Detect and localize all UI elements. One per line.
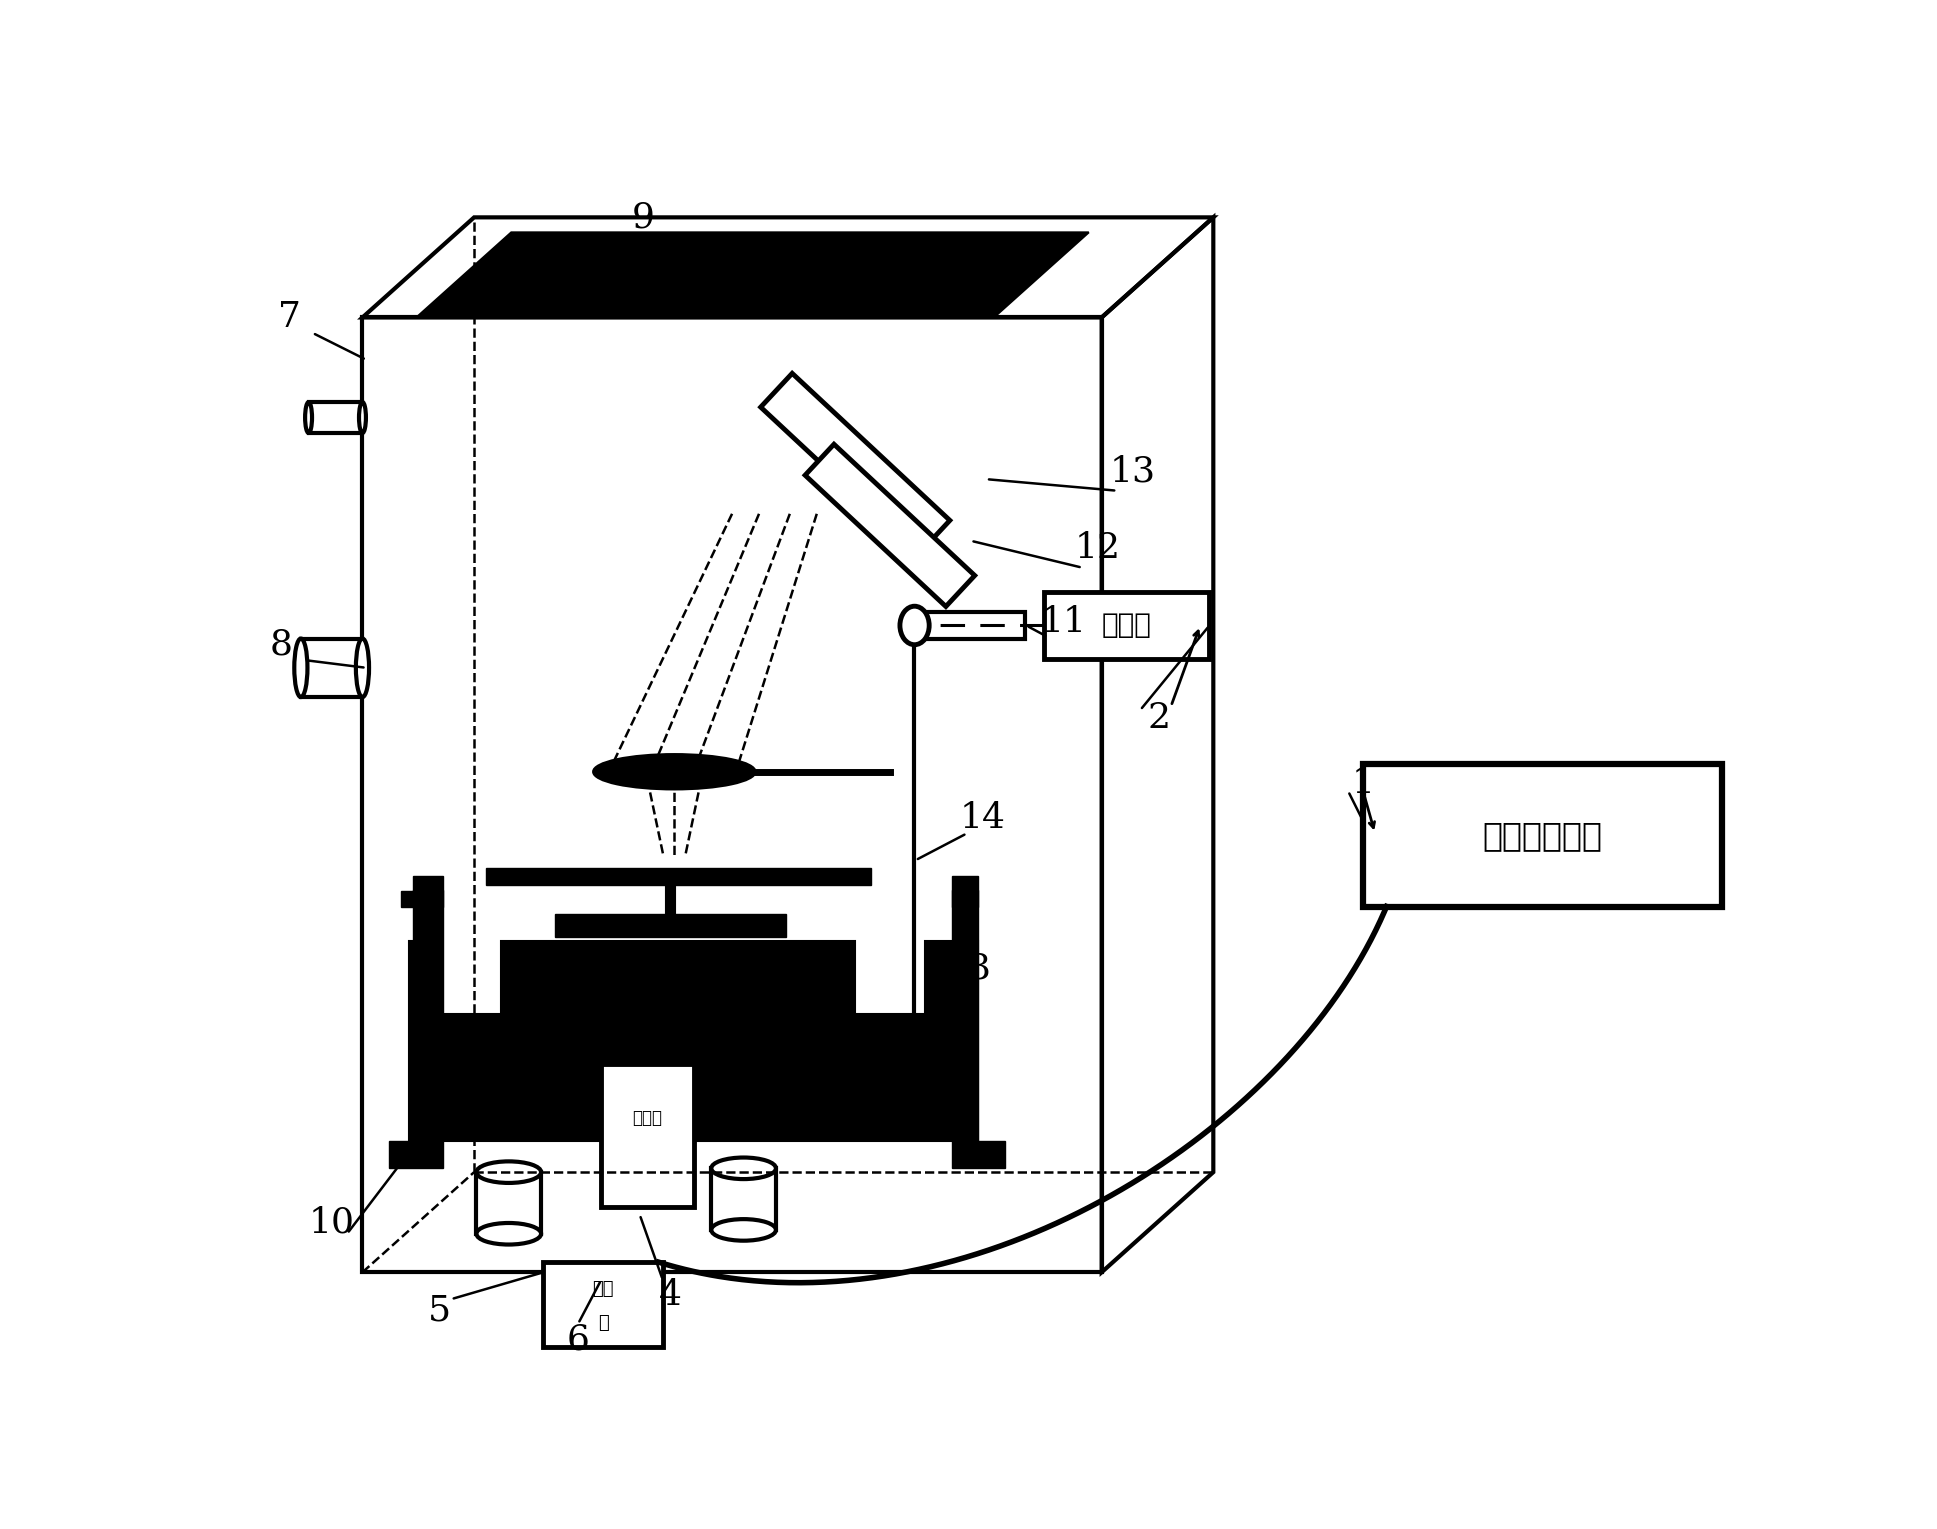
- Polygon shape: [389, 890, 444, 1168]
- Text: 3: 3: [967, 951, 990, 985]
- Text: 放大: 放大: [593, 1280, 614, 1298]
- Text: 5: 5: [428, 1294, 451, 1327]
- Text: 8: 8: [269, 628, 292, 662]
- Ellipse shape: [356, 639, 370, 697]
- Bar: [556, 914, 786, 937]
- Bar: [544, 1263, 662, 1347]
- Text: 1: 1: [1352, 766, 1375, 800]
- Bar: [1044, 592, 1209, 659]
- Bar: [711, 1168, 777, 1229]
- Text: 4: 4: [659, 1278, 682, 1312]
- Text: 2: 2: [1149, 700, 1172, 735]
- Polygon shape: [951, 890, 1005, 1168]
- Text: 器: 器: [599, 1315, 608, 1332]
- Text: 12: 12: [1075, 532, 1122, 566]
- Polygon shape: [908, 612, 1025, 639]
- Ellipse shape: [358, 402, 366, 433]
- Bar: [300, 639, 362, 697]
- Ellipse shape: [711, 1157, 777, 1179]
- Bar: [600, 1064, 693, 1206]
- Text: 10: 10: [308, 1205, 354, 1238]
- Bar: [1364, 764, 1722, 907]
- Text: 9: 9: [631, 200, 655, 234]
- Text: 检测分析系统: 检测分析系统: [1482, 820, 1602, 852]
- Ellipse shape: [477, 1223, 540, 1245]
- Ellipse shape: [306, 402, 312, 433]
- Text: 11: 11: [1040, 604, 1087, 639]
- Polygon shape: [806, 445, 974, 607]
- Polygon shape: [409, 942, 978, 1141]
- Bar: [486, 868, 870, 885]
- Ellipse shape: [477, 1162, 540, 1183]
- Polygon shape: [951, 876, 978, 907]
- Text: 6: 6: [568, 1323, 589, 1356]
- Polygon shape: [761, 373, 949, 553]
- Polygon shape: [416, 232, 1089, 318]
- Text: 激光源: 激光源: [1102, 612, 1153, 639]
- Text: 14: 14: [959, 801, 1005, 835]
- Polygon shape: [401, 876, 444, 907]
- Text: 13: 13: [1110, 454, 1156, 488]
- Bar: [308, 402, 362, 433]
- Text: 7: 7: [277, 301, 300, 335]
- Ellipse shape: [711, 1219, 777, 1240]
- Bar: [477, 1173, 540, 1234]
- Text: 单色仪: 单色仪: [631, 1110, 662, 1127]
- Ellipse shape: [901, 605, 930, 645]
- Ellipse shape: [294, 639, 308, 697]
- Ellipse shape: [593, 754, 755, 789]
